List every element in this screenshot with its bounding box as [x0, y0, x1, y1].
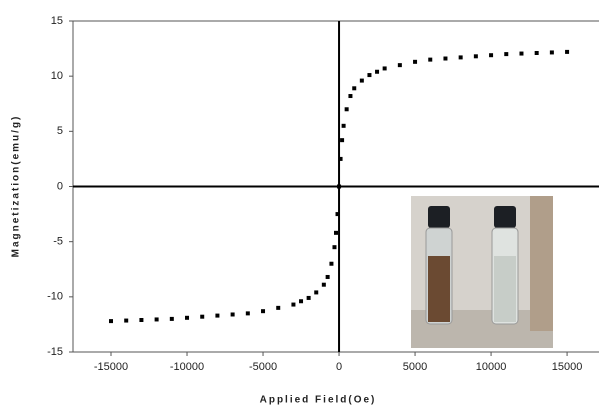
marker	[334, 230, 338, 235]
y-tick-label: 0	[57, 180, 63, 192]
marker	[335, 212, 340, 217]
x-tick-label: -5000	[249, 361, 277, 373]
x-tick-label: 0	[336, 361, 342, 373]
marker	[504, 52, 509, 57]
marker	[473, 54, 478, 59]
marker	[348, 94, 353, 99]
marker	[291, 302, 296, 307]
x-tick-label: 15000	[552, 361, 583, 373]
marker	[359, 78, 364, 83]
marker	[534, 50, 539, 55]
marker	[397, 63, 402, 68]
marker	[261, 309, 266, 314]
marker	[245, 311, 250, 316]
marker	[169, 316, 174, 321]
marker	[185, 315, 190, 320]
marker	[230, 312, 235, 317]
marker	[332, 245, 337, 250]
marker	[565, 49, 570, 54]
x-tick-label: 10000	[476, 361, 507, 373]
x-tick-label: -10000	[170, 361, 204, 373]
marker	[549, 50, 554, 55]
marker	[443, 56, 448, 61]
marker	[352, 86, 357, 91]
marker	[321, 282, 326, 287]
marker	[109, 319, 114, 324]
x-axis-label: Applied Field(Oe)	[260, 395, 377, 406]
marker	[329, 261, 334, 266]
marker	[306, 295, 311, 300]
x-tick-label: 5000	[403, 361, 427, 373]
marker	[375, 69, 380, 74]
marker	[154, 317, 159, 322]
inset-photo	[411, 196, 553, 348]
marker	[367, 73, 372, 78]
marker	[344, 107, 349, 112]
marker	[341, 123, 346, 128]
marker	[337, 184, 342, 189]
marker	[215, 313, 220, 318]
marker	[413, 59, 418, 64]
marker	[139, 318, 144, 323]
marker	[338, 156, 343, 161]
y-tick-label: -5	[53, 236, 63, 248]
y-tick-label: -15	[47, 346, 63, 358]
marker	[489, 53, 494, 58]
marker	[340, 138, 345, 143]
x-tick-label: -15000	[94, 361, 128, 373]
marker	[314, 290, 319, 295]
y-tick-label: 15	[51, 15, 63, 27]
marker	[519, 51, 524, 56]
marker	[458, 55, 463, 60]
y-axis-label: Magnetization(emu/g)	[11, 115, 22, 258]
marker	[276, 305, 281, 310]
marker	[382, 66, 387, 71]
marker	[325, 274, 330, 279]
marker	[299, 299, 304, 304]
y-tick-label: -10	[47, 291, 63, 303]
y-tick-label: 5	[57, 125, 63, 137]
marker	[200, 314, 205, 319]
marker	[428, 57, 433, 62]
marker	[124, 318, 129, 323]
y-tick-label: 10	[51, 70, 63, 82]
